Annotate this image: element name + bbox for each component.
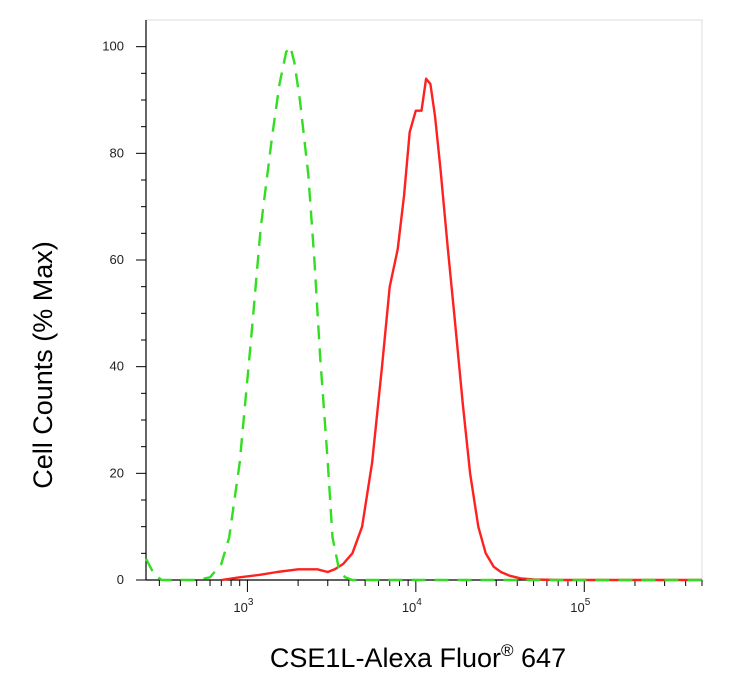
x-tick-label: 105: [570, 597, 590, 615]
sample-histogram-line: [221, 77, 702, 582]
y-tick-label: 80: [110, 145, 124, 160]
x-axis-title-suffix: 647: [514, 643, 567, 673]
x-axis: 103 104 105: [158, 580, 703, 615]
x-tick-label-base: 10: [402, 600, 416, 615]
control-histogram-line: [144, 45, 702, 582]
x-tick-label-base: 10: [570, 600, 584, 615]
x-tick-label: 104: [402, 597, 422, 615]
x-tick-label-exponent: 4: [416, 597, 422, 608]
x-axis-title: CSE1L-Alexa Fluor® 647: [270, 641, 566, 673]
y-tick-label: 40: [110, 359, 124, 374]
x-tick-label-base: 10: [233, 600, 247, 615]
y-tick-label: 0: [117, 572, 124, 587]
plot-frame: [145, 19, 703, 581]
x-axis-title-superscript: ®: [501, 641, 514, 660]
plot-border: [145, 19, 703, 581]
y-tick-label: 60: [110, 252, 124, 267]
y-axis: 0 20 40 60 80 100: [102, 39, 146, 587]
x-tick-label: 103: [233, 597, 253, 615]
y-tick-label: 100: [102, 39, 124, 54]
x-axis-title-main: CSE1L-Alexa Fluor: [270, 643, 501, 673]
x-tick-label-exponent: 5: [585, 597, 591, 608]
series-layer: [144, 45, 702, 582]
x-tick-label-exponent: 3: [248, 597, 254, 608]
y-tick-label: 20: [110, 465, 124, 480]
y-axis-title: Cell Counts (% Max): [28, 241, 58, 489]
